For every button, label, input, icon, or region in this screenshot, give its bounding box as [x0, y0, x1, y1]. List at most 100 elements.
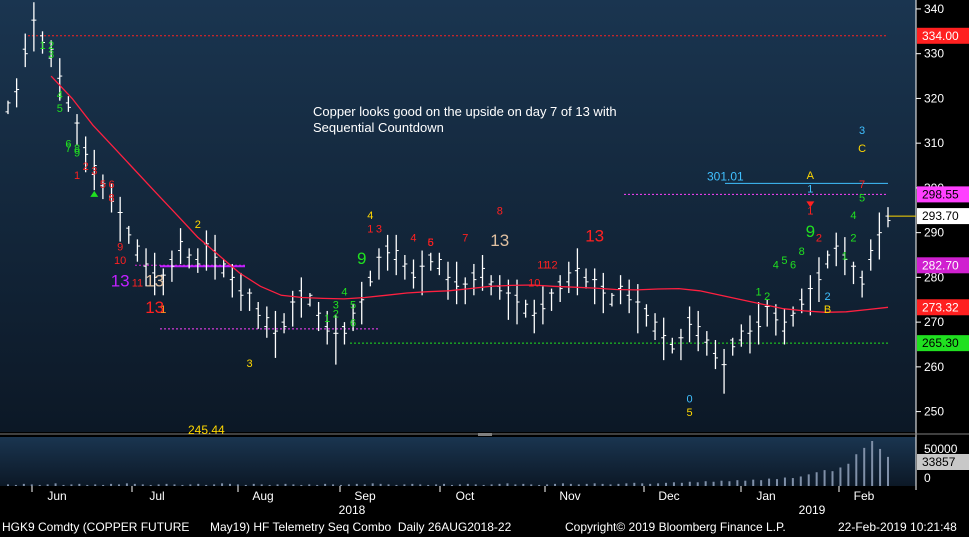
volume-bar [427, 484, 430, 486]
price-tag [917, 27, 969, 44]
volume-bar [355, 483, 358, 486]
volume-bar [823, 470, 826, 486]
sell-arrow-icon [806, 201, 815, 208]
x-month-label: Jun [47, 489, 66, 503]
sequential-count-label: 2 [825, 291, 831, 303]
sequential-count-label: 1 [367, 224, 373, 236]
volume-bar [14, 484, 17, 486]
footer-study: May19) HF Telemetry Seq Combo Daily 26AU… [210, 520, 512, 534]
sequential-count-label: 3 [48, 49, 54, 61]
sequential-count-label: 2 [333, 309, 339, 321]
volume-bar [617, 483, 620, 486]
status-footer: HGK9 Comdty (COPPER FUTURE May19) HF Tel… [0, 517, 969, 537]
sequential-count-label: 6 [108, 179, 114, 191]
volume-bar [514, 484, 517, 486]
price-tag-label: 273.32 [922, 300, 959, 314]
volume-bar [419, 484, 422, 486]
volume-bar [332, 484, 335, 486]
volume-bar [855, 454, 858, 486]
volume-bar [443, 483, 446, 486]
volume-bar [379, 483, 382, 486]
sequential-count-label: 6 [428, 237, 434, 249]
volume-bar [110, 483, 113, 486]
sequential-count-label: 4 [341, 286, 347, 298]
volume-bar [609, 484, 612, 486]
sequential-count-label: 5 [57, 103, 63, 115]
volume-bar [522, 483, 525, 486]
target-level-label: 301.01 [707, 169, 744, 183]
y-tick-label: 250 [924, 405, 944, 419]
volume-tick-label: 50000 [924, 442, 958, 456]
volume-bar [887, 456, 889, 486]
y-tick-label: 270 [924, 315, 944, 329]
sequential-count-label: 11 [537, 259, 548, 271]
sequential-count-label: 1 [74, 170, 80, 182]
volume-bar [474, 484, 477, 486]
sequential-count-label: 3 [247, 358, 253, 370]
sequential-count-label: 2 [764, 291, 770, 303]
volume-bar [783, 477, 786, 486]
sequential-count-label: 5 [859, 192, 865, 204]
sequential-count-label: 1 [807, 183, 813, 195]
volume-bar [871, 441, 874, 486]
sequential-count-label: 13 [111, 271, 130, 290]
y-tick-label: 280 [924, 270, 944, 284]
volume-bar [236, 484, 239, 486]
x-month-label: Oct [456, 489, 475, 503]
volume-bar [601, 483, 604, 486]
chart-annotation: Copper looks good on the upside on day 7… [313, 104, 617, 135]
volume-bar [490, 484, 493, 486]
sequential-count-label: 8 [799, 246, 805, 258]
sequential-count-label: A [807, 170, 815, 182]
sequential-count-label: B [824, 304, 831, 316]
sequential-count-label: 4 [367, 210, 373, 222]
volume-bar [458, 484, 461, 486]
sequential-count-label: 6 [790, 259, 796, 271]
y-tick-label: 290 [924, 226, 944, 240]
volume-bar [22, 483, 25, 486]
sequential-count-label: 8 [497, 206, 503, 218]
volume-bar [411, 483, 414, 486]
volume-bar [625, 483, 628, 486]
sequential-count-label: 11 [132, 277, 143, 289]
volume-bar [768, 478, 771, 486]
sequential-count-label: 5 [100, 179, 106, 191]
sequential-count-label: 13 [490, 231, 509, 250]
volume-bar [62, 484, 65, 486]
volume-bar [324, 483, 327, 486]
volume-bar [466, 483, 469, 486]
volume-bar [403, 484, 406, 486]
volume-bar [657, 483, 660, 486]
price-tag [917, 208, 969, 225]
volume-bar [649, 483, 652, 486]
volume-bar [752, 479, 755, 486]
volume-bar [268, 484, 271, 486]
sequential-count-label: 3 [376, 224, 382, 236]
x-year-label: 2018 [339, 503, 366, 517]
sequential-count-label: 6 [350, 318, 356, 330]
sequential-count-label: 6 [65, 139, 71, 151]
volume-bar [776, 479, 779, 486]
volume-bar [252, 483, 255, 486]
x-month-label: Dec [658, 489, 679, 503]
volume-bar [530, 484, 533, 486]
volume-bar [7, 484, 9, 486]
price-tag-label: 293.70 [922, 209, 959, 223]
volume-bar [228, 483, 231, 486]
volume-bar [78, 483, 81, 486]
volume-bar [839, 467, 842, 486]
volume-bar [205, 484, 208, 486]
sequential-count-label: 2 [83, 161, 89, 173]
sequential-count-label: 0 [31, 0, 37, 3]
volume-bar [189, 484, 192, 486]
sequential-count-label: 13 [585, 227, 604, 246]
sequential-count-label: 4 [57, 89, 63, 101]
volume-bar [672, 482, 675, 486]
volume-bar [276, 484, 279, 486]
volume-bar [165, 483, 168, 486]
volume-tag-label: 33857 [922, 455, 956, 469]
sequential-count-label: 7 [859, 179, 865, 191]
sequential-count-label: 4 [773, 259, 779, 271]
volume-bar [197, 483, 200, 486]
volume-bar [831, 471, 834, 486]
